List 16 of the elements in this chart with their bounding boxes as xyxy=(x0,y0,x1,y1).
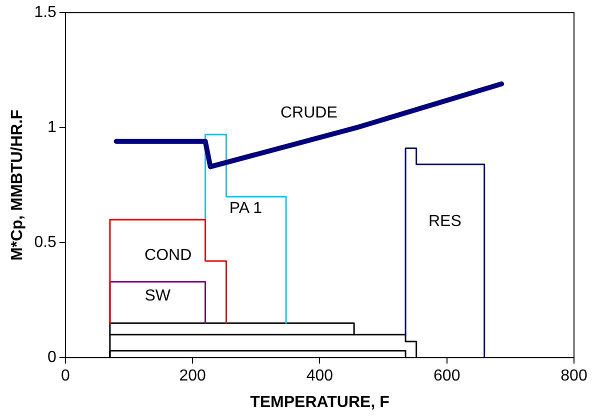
y-tick-label: 1 xyxy=(48,119,57,136)
series-label: RES xyxy=(428,212,462,230)
x-tick-label: 600 xyxy=(434,368,460,385)
x-axis-title: TEMPERATURE, F xyxy=(250,394,390,411)
y-tick-label: 1.5 xyxy=(34,4,57,22)
y-tick-label: 0 xyxy=(48,349,57,366)
series-label: PA 1 xyxy=(229,200,262,217)
series-label: COND xyxy=(144,247,192,264)
series-label: CRUDE xyxy=(280,104,338,122)
x-tick-label: 200 xyxy=(179,368,206,385)
series-label: SW xyxy=(144,288,172,305)
x-tick-label: 0 xyxy=(60,368,70,385)
y-axis-title: M*Cp, MMBTU/HR.F xyxy=(9,109,26,261)
x-tick-label: 800 xyxy=(560,368,588,385)
x-tick-label: 400 xyxy=(306,368,334,385)
y-tick-label: 0.5 xyxy=(34,234,57,252)
